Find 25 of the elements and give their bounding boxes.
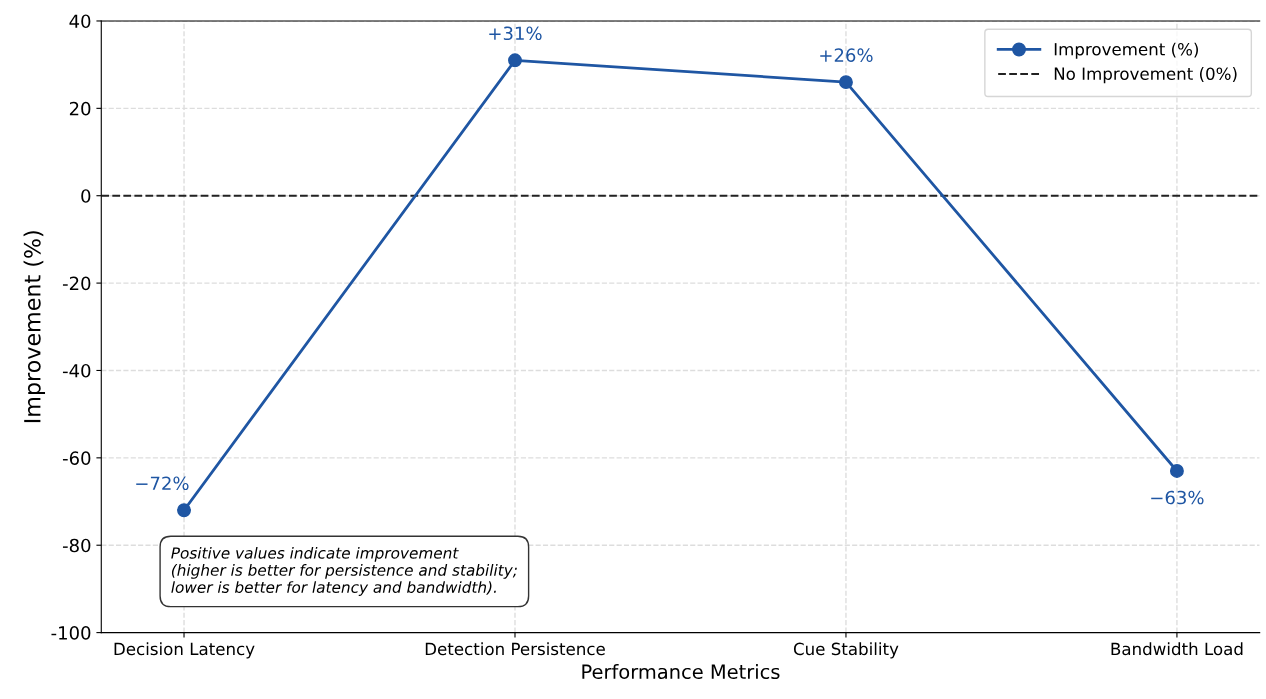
x-tick-label: Decision Latency xyxy=(114,642,255,659)
y-tick-label: 0 xyxy=(81,189,91,203)
y-tick-label: 20 xyxy=(69,101,91,116)
x-tick-label: Detection Persistence xyxy=(425,642,605,656)
y-tick-label: -60 xyxy=(62,451,91,465)
y-tick-label: -40 xyxy=(62,363,91,378)
data-label: −72% xyxy=(136,476,189,491)
y-axis-title: Improvement (%) xyxy=(23,231,46,423)
x-tick-label: Bandwidth Load xyxy=(1111,642,1243,656)
point xyxy=(177,503,191,518)
annotation: Positive values indicate improvement (higher is better for persistence and stability; lower is better for latency and bandwidth). xyxy=(171,546,517,596)
point xyxy=(1169,464,1184,478)
y-tick-label: -20 xyxy=(62,276,91,291)
data-label: +31% xyxy=(489,26,542,41)
x-tick-label: Cue Stability xyxy=(793,642,899,659)
data-label: −63% xyxy=(1151,490,1204,505)
y-tick-label: 40 xyxy=(69,14,91,29)
data-label: +26% xyxy=(820,48,873,62)
legend-label: No Improvement (0%) xyxy=(1054,67,1237,84)
y-tick-label: -100 xyxy=(51,626,91,640)
legend-label: Improvement (%) xyxy=(1054,42,1198,59)
y-tick-label: -80 xyxy=(62,538,91,553)
point xyxy=(508,53,522,68)
point xyxy=(839,75,853,90)
x-axis-title: Performance Metrics xyxy=(582,664,780,680)
